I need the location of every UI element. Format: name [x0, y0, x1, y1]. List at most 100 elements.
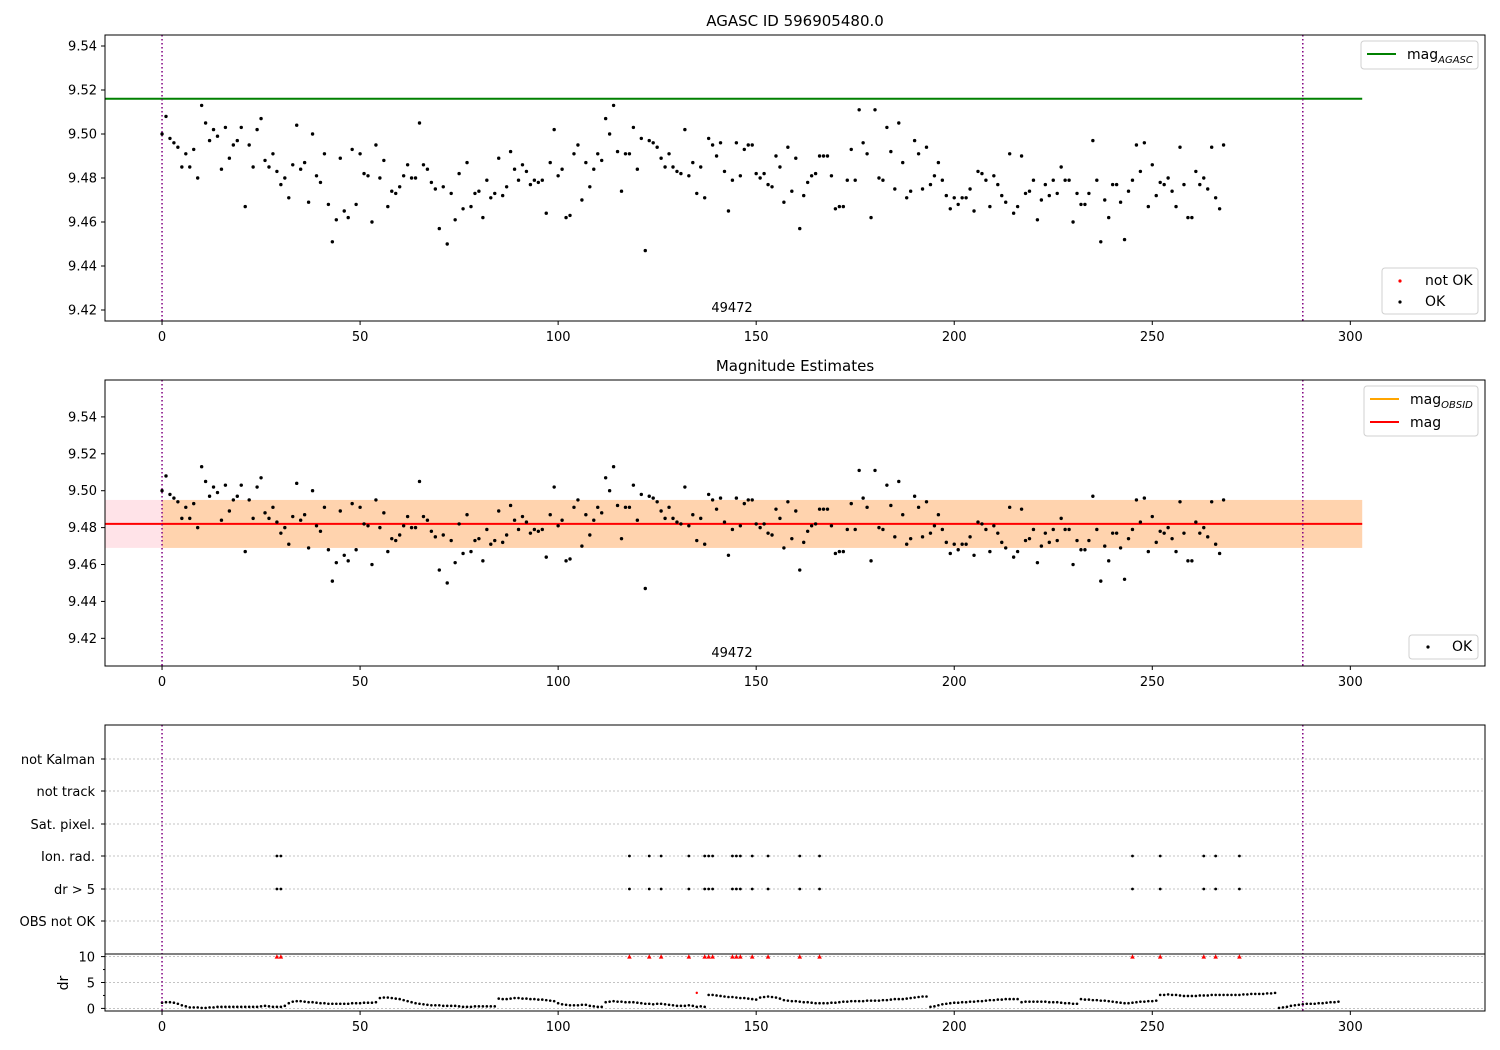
mag-point-ok [603, 476, 608, 480]
mag-point-ok [683, 485, 687, 489]
dr-point [794, 999, 798, 1003]
dr-point [901, 997, 905, 1001]
mag-point-ok [1039, 544, 1044, 548]
mag-point-ok [370, 220, 374, 224]
mag-point-ok [984, 527, 988, 532]
mag-point-ok [615, 503, 620, 508]
mag-point-ok [738, 524, 743, 528]
mag-point-ok [928, 531, 933, 535]
mag-point-ok [770, 533, 774, 537]
mag-point-ok [1035, 560, 1040, 565]
mag-point-ok [548, 160, 552, 165]
flag-point [750, 887, 754, 891]
mag-point-ok [560, 167, 564, 171]
panel-magnitude-estimates: Magnitude Estimates 0 50 100 150 200 250 300 9… [68, 357, 1486, 690]
mag-point-ok [873, 468, 877, 473]
mag-point-ok [833, 551, 838, 556]
dr-clipped-marker [797, 954, 803, 959]
mag-point-ok [774, 507, 778, 511]
y-tick-label: 9.52 [68, 447, 97, 462]
mag-point-ok [1138, 520, 1143, 524]
dr-point [695, 1005, 699, 1009]
mag-point-ok [544, 211, 548, 215]
mag-point-ok [512, 167, 517, 171]
mag-point-ok [295, 481, 299, 486]
flag-point [711, 854, 715, 858]
dr-point [1301, 1002, 1305, 1006]
dr-point [671, 1004, 675, 1007]
y-tick-label: 9.50 [68, 484, 97, 499]
mag-point-ok [298, 518, 303, 522]
mag-point-ok [992, 524, 996, 528]
dr-point [937, 1004, 940, 1007]
dr-point [1202, 994, 1206, 997]
mag-point-ok [805, 180, 810, 185]
mag-point-ok [980, 171, 984, 176]
x-tick-label: 50 [352, 1020, 369, 1035]
dr-point [1182, 994, 1186, 998]
mag-point-ok [1019, 154, 1024, 158]
dr-point [1079, 997, 1083, 1001]
mag-point-ok [833, 207, 838, 211]
mag-point-ok [572, 505, 576, 510]
mag-point-ok [596, 152, 600, 156]
dr-point [192, 1006, 196, 1009]
x-tick-label: 200 [942, 1020, 967, 1035]
flag-point [703, 854, 707, 858]
mag-point-ok [516, 527, 521, 532]
mag-point-ok [881, 178, 885, 182]
dr-point [632, 1000, 635, 1004]
mag-point-ok [461, 551, 465, 556]
dr-point [1020, 1000, 1023, 1004]
dr-point [1293, 1004, 1297, 1007]
dr-point [782, 998, 786, 1002]
mag-point-ok [786, 500, 790, 504]
mag-point-ok [901, 160, 905, 165]
mag-point-ok [845, 178, 849, 182]
mag-point-ok [354, 548, 358, 552]
dr-point [1198, 994, 1202, 997]
mag-point-ok [283, 176, 287, 180]
dr-point [1178, 994, 1182, 997]
mag-point-ok [1122, 237, 1127, 242]
mag-point-ok [1178, 500, 1182, 504]
dr-point [438, 1004, 441, 1007]
mag-point-ok [358, 152, 362, 156]
mag-point-ok [1103, 544, 1107, 548]
dr-point [770, 995, 774, 999]
mag-point-ok [1067, 178, 1071, 182]
dr-point [465, 1005, 469, 1009]
dr-point [624, 1000, 627, 1004]
mag-point-ok [802, 193, 806, 198]
mag-point-ok [861, 496, 865, 500]
x-tick-label: 150 [744, 330, 769, 345]
flag-point [647, 854, 651, 858]
y-tick-label: 9.54 [68, 410, 97, 425]
mag-point-ok [1174, 549, 1178, 554]
mag-point-ok [623, 505, 628, 510]
mag-point-ok [1118, 200, 1123, 204]
mag-point-ok [536, 180, 541, 185]
dr-point [1028, 1000, 1031, 1003]
mag-point-ok [1031, 178, 1036, 182]
mag-point-ok [184, 505, 188, 510]
dr-point [1305, 1002, 1309, 1006]
mag-point-ok [596, 505, 600, 510]
mag-point-ok [421, 163, 426, 167]
dr-point [382, 996, 386, 999]
mag-point-ok [520, 163, 525, 167]
dr-point [568, 1004, 572, 1007]
mag-point-ok [310, 489, 315, 493]
mag-point-ok [227, 509, 232, 513]
dr-point [1083, 998, 1087, 1001]
mag-point-ok [1107, 559, 1111, 563]
mag-point-ok [192, 501, 196, 506]
dr-point [1143, 1000, 1146, 1003]
flag-point [687, 854, 691, 858]
mag-point-ok [1126, 189, 1131, 193]
flag-point [1214, 854, 1218, 858]
mag-point-ok [560, 518, 564, 522]
mag-point-ok [326, 548, 331, 552]
dr-point [640, 1001, 643, 1005]
mag-point-ok [287, 542, 291, 546]
